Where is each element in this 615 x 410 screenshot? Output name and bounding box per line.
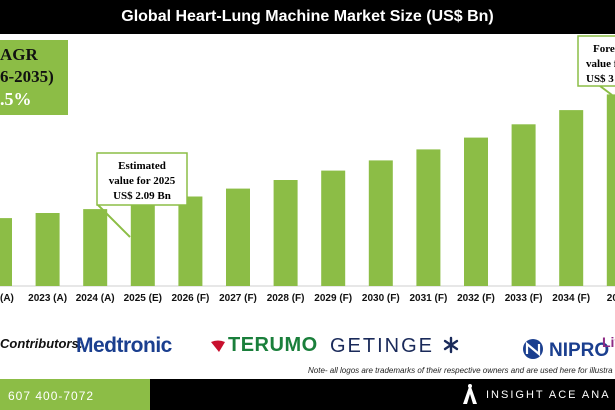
bar-12 bbox=[559, 110, 584, 286]
bar-0 bbox=[0, 218, 12, 286]
getinge-logo: GETINGE bbox=[330, 334, 460, 358]
bar-4 bbox=[178, 196, 203, 286]
estimated-callout-line1: Estimated bbox=[118, 160, 166, 172]
x-tick-label-12: 2034 (F) bbox=[552, 293, 590, 304]
medtronic-logo: Medtronic bbox=[76, 334, 172, 357]
x-tick-label-0: (A) bbox=[0, 293, 14, 304]
forecast-callout: Fore value f US$ 3 bbox=[577, 35, 615, 96]
bar-5 bbox=[226, 188, 250, 286]
x-tick-label-1: 2023 (A) bbox=[28, 293, 67, 304]
nipro-mark-icon bbox=[523, 339, 543, 359]
x-tick-label-6: 2028 (F) bbox=[267, 293, 305, 304]
bar-6 bbox=[273, 180, 298, 286]
nipro-logo: NIPRO bbox=[520, 334, 609, 362]
x-tick-label-7: 2029 (F) bbox=[314, 293, 352, 304]
contributors-label: Contributors: bbox=[0, 336, 84, 351]
bar-10 bbox=[464, 137, 488, 286]
bar-8 bbox=[368, 160, 393, 286]
estimated-callout-line2: value for 2025 bbox=[109, 175, 176, 187]
terumo-logo-text: TERUMO bbox=[228, 334, 318, 356]
livanova-logo: Liv bbox=[602, 334, 615, 350]
x-tick-label-13: 20 bbox=[607, 293, 615, 304]
forecast-callout-line3: US$ 3 bbox=[586, 73, 614, 85]
forecast-callout-line2: value f bbox=[586, 58, 615, 70]
chart-title: Global Heart-Lung Machine Market Size (U… bbox=[0, 0, 615, 34]
terumo-swoosh-icon bbox=[211, 340, 225, 352]
bar-2 bbox=[83, 209, 108, 286]
bar-11 bbox=[511, 124, 536, 286]
cagr-badge: AGR 6-2035) .5% bbox=[0, 40, 68, 115]
x-tick-label-5: 2027 (F) bbox=[219, 293, 257, 304]
bar-1 bbox=[35, 213, 60, 286]
forecast-callout-line1: Fore bbox=[593, 43, 615, 55]
terumo-logo: TERUMO bbox=[210, 334, 318, 357]
footer-brand-band bbox=[150, 379, 615, 410]
footer-phone: 607 400-7072 bbox=[8, 389, 95, 403]
x-tick-label-3: 2025 (E) bbox=[124, 293, 162, 304]
footer-contact-band bbox=[0, 379, 150, 410]
cagr-period: 6-2035) bbox=[0, 67, 54, 86]
bar-3 bbox=[130, 203, 155, 286]
estimated-callout: Estimated value for 2025 US$ 2.09 Bn bbox=[96, 152, 188, 238]
x-tick-label-2: 2024 (A) bbox=[76, 293, 115, 304]
cagr-label: AGR bbox=[0, 45, 38, 64]
bar-13 bbox=[606, 94, 615, 287]
bar-chart: (A) 2023 (A) 2024 (A) 2025 (E) 2026 (F) 2027 … bbox=[0, 35, 615, 304]
x-tick-label-10: 2032 (F) bbox=[457, 293, 495, 304]
nipro-logo-text: NIPRO bbox=[549, 340, 610, 361]
forecast-callout-connector bbox=[599, 85, 613, 96]
getinge-star-icon bbox=[443, 336, 458, 354]
x-tick-label-11: 2033 (F) bbox=[505, 293, 543, 304]
estimated-callout-connector bbox=[96, 203, 131, 238]
estimated-callout-line3: US$ 2.09 Bn bbox=[113, 190, 171, 202]
insightace-logo-icon bbox=[463, 384, 477, 404]
x-tick-label-9: 2031 (F) bbox=[410, 293, 448, 304]
x-tick-label-4: 2026 (F) bbox=[172, 293, 210, 304]
footer-brand: INSIGHT ACE ANA bbox=[486, 389, 611, 401]
x-tick-label-8: 2030 (F) bbox=[362, 293, 400, 304]
cagr-value: .5% bbox=[0, 89, 32, 109]
estimated-callout-box bbox=[96, 152, 188, 206]
trademark-note: Note- all logos are trademarks of their … bbox=[308, 366, 613, 375]
bar-9 bbox=[416, 149, 441, 286]
bar-7 bbox=[321, 170, 346, 286]
forecast-callout-box bbox=[577, 35, 615, 87]
getinge-logo-text: GETINGE bbox=[330, 335, 435, 357]
